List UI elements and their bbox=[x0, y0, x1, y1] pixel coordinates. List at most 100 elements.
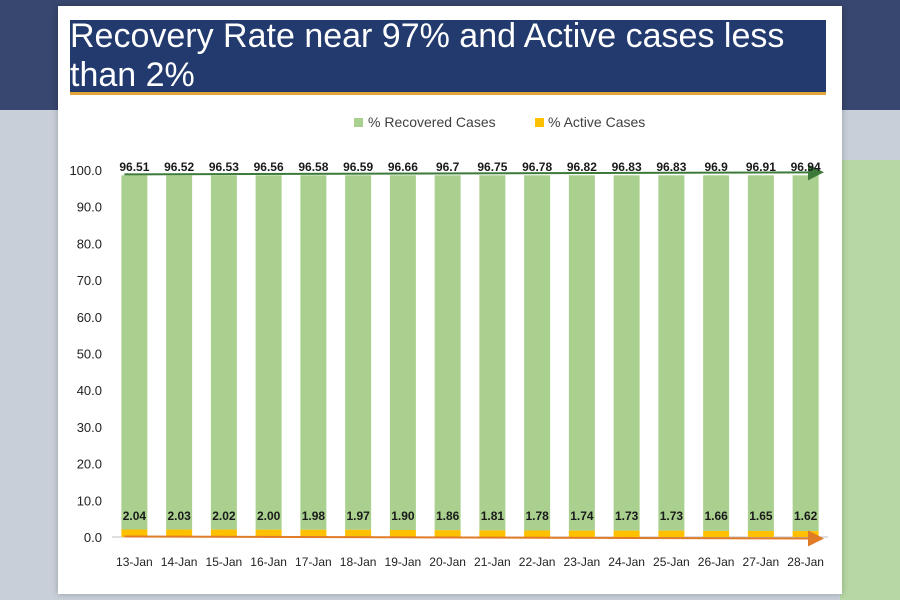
y-tick-label: 0.0 bbox=[84, 530, 102, 545]
x-tick-label: 26-Jan bbox=[698, 555, 735, 569]
title-bar: Recovery Rate near 97% and Active cases … bbox=[70, 17, 826, 95]
x-tick-label: 24-Jan bbox=[608, 555, 645, 569]
bar-active bbox=[703, 530, 730, 537]
bar-recovered bbox=[524, 175, 551, 531]
data-label-recovered: 96.59 bbox=[343, 160, 373, 174]
legend-label-active: % Active Cases bbox=[548, 114, 645, 130]
data-label-active: 1.90 bbox=[391, 509, 415, 523]
x-tick-label: 21-Jan bbox=[474, 555, 511, 569]
data-label-active: 1.73 bbox=[615, 509, 639, 523]
data-label-recovered: 96.56 bbox=[254, 160, 284, 174]
data-label-active: 1.98 bbox=[302, 509, 326, 523]
data-label-active: 2.00 bbox=[257, 509, 281, 523]
data-label-active: 1.74 bbox=[570, 509, 594, 523]
bar-active bbox=[389, 530, 416, 537]
bar-active bbox=[121, 529, 148, 537]
x-tick-label: 25-Jan bbox=[653, 555, 690, 569]
bar-active bbox=[434, 530, 461, 537]
data-label-recovered: 96.83 bbox=[656, 160, 686, 174]
data-label-recovered: 96.91 bbox=[746, 160, 776, 174]
y-tick-label: 100.0 bbox=[69, 163, 102, 178]
x-tick-label: 23-Jan bbox=[564, 555, 601, 569]
bar-active bbox=[792, 531, 819, 537]
bar-recovered bbox=[747, 175, 774, 531]
data-label-active: 1.66 bbox=[704, 509, 728, 523]
chart-title: Recovery Rate near 97% and Active cases … bbox=[70, 17, 785, 94]
bar-recovered bbox=[345, 175, 372, 530]
legend-swatch-active bbox=[535, 118, 544, 127]
y-tick-label: 80.0 bbox=[77, 236, 102, 251]
y-tick-label: 30.0 bbox=[77, 420, 102, 435]
legend-swatch-recovered bbox=[354, 118, 363, 127]
data-label-recovered: 96.82 bbox=[567, 160, 597, 174]
bar-recovered bbox=[121, 175, 148, 530]
data-label-active: 1.65 bbox=[749, 509, 773, 523]
data-label-active: 2.02 bbox=[212, 509, 236, 523]
data-label-active: 1.86 bbox=[436, 509, 460, 523]
y-tick-label: 70.0 bbox=[77, 273, 102, 288]
data-label-recovered: 96.66 bbox=[388, 160, 418, 174]
trend-arrow-recovered bbox=[124, 164, 824, 181]
bar-recovered bbox=[792, 175, 819, 532]
bar-active bbox=[747, 530, 774, 537]
data-label-active: 2.03 bbox=[167, 509, 191, 523]
data-label-recovered: 96.94 bbox=[791, 160, 821, 174]
x-tick-label: 15-Jan bbox=[206, 555, 243, 569]
legend-label-recovered: % Recovered Cases bbox=[368, 114, 496, 130]
bar-recovered bbox=[300, 175, 327, 530]
bar-recovered bbox=[479, 175, 506, 531]
data-label-active: 1.73 bbox=[660, 509, 684, 523]
bar-recovered bbox=[434, 175, 461, 531]
x-tick-label: 18-Jan bbox=[340, 555, 377, 569]
x-tick-label: 28-Jan bbox=[787, 555, 824, 569]
data-label-recovered: 96.51 bbox=[119, 160, 149, 174]
data-label-recovered: 96.78 bbox=[522, 160, 552, 174]
bar-active bbox=[613, 530, 640, 537]
bar-recovered bbox=[166, 175, 193, 530]
y-tick-label: 20.0 bbox=[77, 457, 102, 472]
bar-recovered bbox=[568, 175, 595, 531]
bar-recovered bbox=[703, 175, 730, 531]
background-blur-right bbox=[840, 160, 900, 600]
x-tick-label: 19-Jan bbox=[385, 555, 422, 569]
bar-recovered bbox=[255, 175, 282, 530]
bar-recovered bbox=[389, 175, 416, 531]
data-label-active: 1.78 bbox=[525, 509, 549, 523]
data-label-active: 1.97 bbox=[346, 509, 370, 523]
x-tick-label: 22-Jan bbox=[519, 555, 556, 569]
bar-active bbox=[210, 529, 237, 537]
y-tick-label: 40.0 bbox=[77, 383, 102, 398]
bar-recovered bbox=[210, 175, 237, 530]
bar-active bbox=[658, 530, 685, 537]
bar-active bbox=[479, 530, 506, 537]
y-tick-label: 10.0 bbox=[77, 493, 102, 508]
data-label-recovered: 96.58 bbox=[298, 160, 328, 174]
bar-recovered bbox=[658, 175, 685, 531]
bar-active bbox=[166, 529, 193, 537]
data-label-recovered: 96.52 bbox=[164, 160, 194, 174]
data-label-recovered: 96.9 bbox=[704, 160, 728, 174]
data-label-active: 2.04 bbox=[123, 509, 147, 523]
bar-active bbox=[300, 529, 327, 537]
data-label-recovered: 96.7 bbox=[436, 160, 460, 174]
y-tick-label: 60.0 bbox=[77, 310, 102, 325]
data-label-active: 1.81 bbox=[481, 509, 505, 523]
y-tick-label: 90.0 bbox=[77, 200, 102, 215]
trend-arrow-active bbox=[124, 530, 824, 547]
bar-active bbox=[345, 529, 372, 537]
y-tick-label: 50.0 bbox=[77, 347, 102, 362]
data-label-active: 1.62 bbox=[794, 509, 818, 523]
bar-recovered bbox=[613, 175, 640, 531]
x-tick-label: 17-Jan bbox=[295, 555, 332, 569]
x-tick-label: 14-Jan bbox=[161, 555, 198, 569]
bar-active bbox=[568, 530, 595, 537]
x-tick-label: 27-Jan bbox=[743, 555, 780, 569]
x-tick-label: 20-Jan bbox=[429, 555, 466, 569]
data-label-recovered: 96.53 bbox=[209, 160, 239, 174]
data-label-recovered: 96.75 bbox=[477, 160, 507, 174]
x-tick-label: 13-Jan bbox=[116, 555, 153, 569]
bar-active bbox=[524, 530, 551, 537]
bar-active bbox=[255, 529, 282, 537]
data-label-recovered: 96.83 bbox=[612, 160, 642, 174]
